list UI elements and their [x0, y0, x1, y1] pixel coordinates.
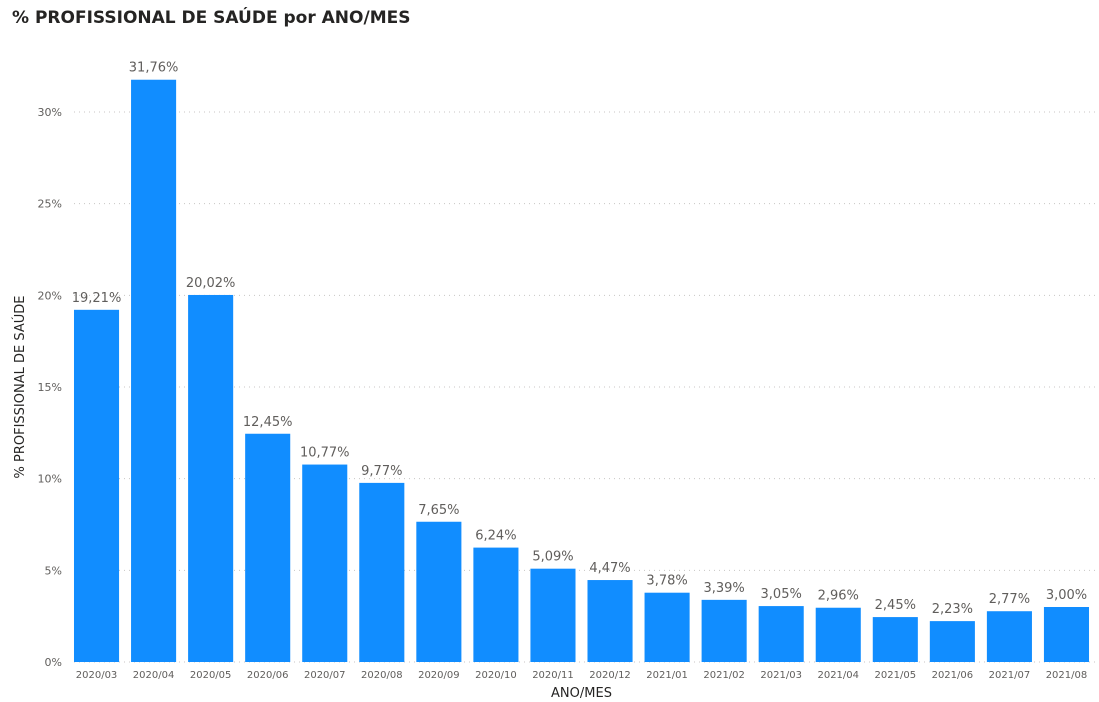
data-label: 20,02%	[186, 276, 236, 291]
bar[interactable]	[416, 521, 462, 662]
data-label: 10,77%	[300, 446, 350, 461]
x-tick-label: 2020/12	[589, 670, 631, 681]
gridlines	[74, 111, 1095, 663]
data-label: 3,39%	[703, 581, 744, 596]
data-label: 3,00%	[1046, 588, 1087, 603]
y-tick-label: 5%	[45, 564, 62, 577]
bar[interactable]	[815, 607, 861, 662]
x-axis-ticks: 2020/03 2020/04 2020/05 2020/06 2020/07 2020/…	[76, 670, 1087, 681]
bar[interactable]	[188, 294, 234, 662]
x-tick-label: 2021/08	[1046, 670, 1088, 681]
x-tick-label: 2020/08	[361, 670, 403, 681]
bar[interactable]	[758, 606, 804, 662]
data-label: 4,47%	[589, 561, 630, 576]
bar[interactable]	[872, 617, 918, 662]
y-tick-label: 0%	[45, 656, 62, 669]
data-label: 12,45%	[243, 415, 293, 430]
x-tick-label: 2020/10	[475, 670, 517, 681]
y-tick-label: 15%	[38, 381, 62, 394]
bars	[73, 79, 1090, 662]
y-tick-label: 10%	[38, 473, 62, 486]
y-axis-label: % PROFISSIONAL DE SAÚDE	[12, 296, 28, 479]
y-tick-label: 30%	[38, 106, 62, 119]
data-label: 3,78%	[646, 574, 687, 589]
y-axis-ticks: 0% 5% 10% 15% 20% 25% 30%	[38, 106, 62, 669]
bar[interactable]	[530, 568, 576, 662]
y-tick-label: 20%	[38, 289, 62, 302]
bar[interactable]	[73, 309, 120, 662]
x-tick-label: 2020/09	[418, 670, 460, 681]
bar[interactable]	[302, 464, 348, 662]
data-label: 2,45%	[875, 598, 916, 613]
x-tick-label: 2021/01	[646, 670, 688, 681]
x-tick-label: 2020/11	[532, 670, 574, 681]
y-tick-label: 25%	[38, 198, 62, 211]
x-tick-label: 2021/07	[989, 670, 1031, 681]
data-label: 2,23%	[932, 602, 973, 617]
x-tick-label: 2020/07	[304, 670, 346, 681]
x-tick-label: 2021/05	[875, 670, 917, 681]
data-label: 6,24%	[475, 529, 516, 544]
data-label: 9,77%	[361, 464, 402, 479]
chart-title: % PROFISSIONAL DE SAÚDE por ANO/MES	[12, 8, 411, 28]
bar[interactable]	[587, 580, 633, 662]
data-label: 3,05%	[761, 587, 802, 602]
data-label: 2,96%	[818, 589, 859, 604]
data-label: 19,21%	[72, 291, 122, 306]
x-tick-label: 2020/06	[247, 670, 289, 681]
data-label: 31,76%	[129, 61, 179, 76]
x-tick-label: 2021/03	[760, 670, 802, 681]
bar[interactable]	[131, 79, 177, 662]
x-tick-label: 2021/02	[703, 670, 745, 681]
x-tick-label: 2020/03	[76, 670, 118, 681]
bar[interactable]	[245, 433, 291, 662]
bar[interactable]	[929, 621, 975, 662]
x-tick-label: 2020/04	[133, 670, 175, 681]
bar[interactable]	[473, 547, 519, 662]
bar[interactable]	[986, 611, 1032, 662]
data-label: 7,65%	[418, 503, 459, 518]
bar[interactable]	[701, 599, 747, 662]
data-labels: 19,21% 31,76% 20,02% 12,45% 10,77% 9,77% 7,65%…	[72, 61, 1087, 617]
bar[interactable]	[1043, 607, 1090, 662]
x-tick-label: 2021/04	[817, 670, 859, 681]
x-axis-label: ANO/MES	[551, 686, 612, 701]
bar[interactable]	[644, 592, 690, 662]
bar[interactable]	[359, 482, 405, 662]
x-tick-label: 2021/06	[932, 670, 974, 681]
x-tick-label: 2020/05	[190, 670, 232, 681]
data-label: 2,77%	[989, 592, 1030, 607]
data-label: 5,09%	[532, 550, 573, 565]
